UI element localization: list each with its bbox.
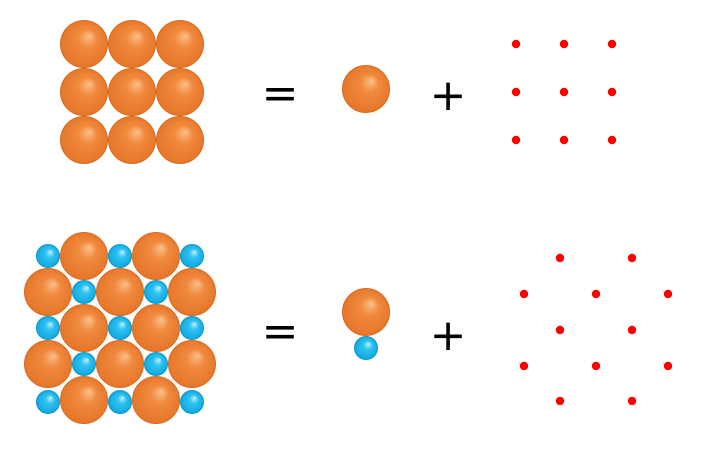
large-atom [156,116,204,164]
lattice-point [555,325,565,335]
lattice-point [559,87,569,97]
lattice-point [511,135,521,145]
large-atom [24,268,72,316]
large-atom [108,116,156,164]
lattice-point [555,396,565,406]
equals-sign-bottom: = [262,306,299,357]
large-atom [60,68,108,116]
large-atom [60,376,108,424]
large-atom [108,20,156,68]
equals-sign-top: = [262,68,299,119]
lattice-point [591,289,601,299]
large-atom [132,304,180,352]
lattice-point [519,289,529,299]
large-atom [132,232,180,280]
large-atom [24,340,72,388]
crystal-two-atom-basis [24,232,216,424]
lattice-point [607,39,617,49]
lattice-point [607,87,617,97]
small-atom [108,316,132,340]
large-atom [132,376,180,424]
small-atom [144,280,168,304]
large-atom [156,20,204,68]
crystal-simple-square [60,20,204,164]
large-atom [96,340,144,388]
small-atom [108,244,132,268]
lattice-point [555,253,565,263]
lattice-point [663,289,673,299]
basis-large-atom [342,288,390,336]
large-atom [96,268,144,316]
large-atom [156,68,204,116]
lattice-point [607,135,617,145]
lattice-point [559,135,569,145]
large-atom [168,268,216,316]
small-atom [36,390,60,414]
hexagonal-lattice-points [519,253,673,406]
basis-two-atom [342,288,390,360]
plus-sign-top: + [430,70,467,121]
small-atom [108,390,132,414]
large-atom [60,20,108,68]
basis-single-atom [342,65,390,113]
lattice-point [511,39,521,49]
large-atom [168,340,216,388]
lattice-point [627,253,637,263]
small-atom [180,244,204,268]
small-atom [72,352,96,376]
small-atom [36,316,60,340]
lattice-point [519,361,529,371]
large-atom [60,304,108,352]
lattice-point [627,396,637,406]
lattice-point [627,325,637,335]
small-atom [36,244,60,268]
lattice-point [591,361,601,371]
large-atom [60,232,108,280]
large-atom [60,116,108,164]
lattice-point [559,39,569,49]
basis-small-atom [354,336,378,360]
basis-large-atom [342,65,390,113]
lattice-point [663,361,673,371]
square-lattice-points [511,39,617,145]
plus-sign-bottom: + [430,310,467,361]
large-atom [108,68,156,116]
lattice-point [511,87,521,97]
small-atom [72,280,96,304]
small-atom [180,390,204,414]
small-atom [144,352,168,376]
small-atom [180,316,204,340]
